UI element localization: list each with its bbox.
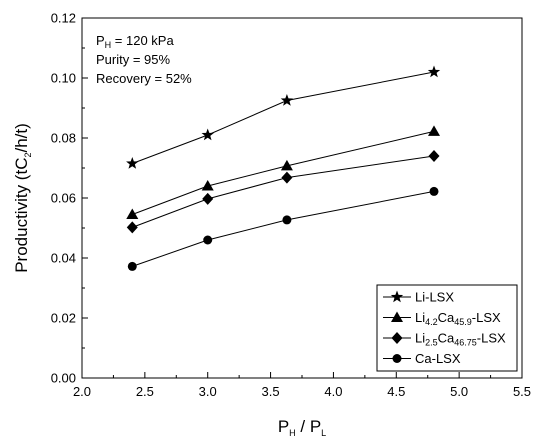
- y-tick-label: 0.08: [51, 131, 76, 146]
- axis-ticks: 2.0 2.5 3.0 3.5 4.0 4.5 5.0 5.5 0.00 0.02 0.04 0.06…: [51, 11, 531, 400]
- series-line: [132, 130, 435, 215]
- legend: Li-LSX Li4.2Ca45.9-LSX Li2.5Ca46.75-LSX Ca-…: [376, 284, 518, 372]
- x-tick-label: 5.0: [450, 384, 468, 399]
- data-point: [201, 128, 214, 141]
- y-tick-label: 0.00: [51, 371, 76, 386]
- x-tick-label: 3.0: [199, 384, 217, 399]
- series-layer: [126, 65, 441, 271]
- legend-label: Li-LSX: [415, 290, 454, 305]
- data-point: [203, 235, 213, 245]
- x-tick-label: 3.5: [262, 384, 280, 399]
- series-star: [126, 65, 441, 169]
- series-line: [132, 190, 435, 267]
- legend-label: Li4.2Ca45.9-LSX: [415, 310, 501, 327]
- y-tick-label: 0.06: [51, 191, 76, 206]
- annotation-purity: Purity = 95%: [96, 52, 171, 67]
- x-tick-label: 5.5: [513, 384, 531, 399]
- data-point: [126, 157, 139, 169]
- y-axis-title: Productivity (tC2/h/t): [12, 123, 33, 273]
- x-tick-label: 2.5: [136, 384, 154, 399]
- data-point: [280, 159, 293, 171]
- data-point: [282, 215, 292, 225]
- x-tick-label: 4.5: [387, 384, 405, 399]
- data-point: [201, 180, 214, 191]
- data-point: [428, 150, 440, 162]
- data-point: [429, 186, 439, 196]
- data-point: [280, 94, 294, 106]
- annotation-recovery: Recovery = 52%: [96, 71, 192, 86]
- legend-item: Li4.2Ca45.9-LSX: [383, 310, 501, 327]
- y-tick-label: 0.12: [51, 11, 76, 26]
- y-tick-label: 0.04: [51, 251, 76, 266]
- data-point: [281, 171, 293, 184]
- legend-item: Li-LSX: [383, 290, 454, 305]
- x-axis-title: PH / PL: [278, 417, 326, 438]
- y-tick-label: 0.10: [51, 71, 76, 86]
- x-tick-label: 4.0: [324, 384, 342, 399]
- data-point: [126, 208, 139, 219]
- legend-marker: [392, 354, 402, 363]
- y-tick-label: 0.02: [51, 311, 76, 326]
- x-tick-label: 2.0: [73, 384, 91, 399]
- data-point: [127, 261, 137, 271]
- legend-item: Ca-LSX: [383, 351, 461, 366]
- legend-marker: [391, 332, 403, 344]
- series-line: [132, 71, 435, 164]
- series-line: [132, 155, 435, 228]
- series-triangle: [126, 125, 440, 219]
- data-point: [126, 221, 138, 234]
- legend-marker: [390, 290, 404, 303]
- legend-item: Li2.5Ca46.75-LSX: [383, 331, 506, 348]
- data-point: [202, 192, 214, 205]
- data-point: [427, 65, 441, 78]
- legend-label: Ca-LSX: [415, 351, 461, 366]
- series-diamond: [126, 150, 440, 234]
- legend-marker: [391, 311, 403, 322]
- annotation-pressure: PH = 120 kPa: [96, 33, 174, 50]
- series-circle: [127, 186, 439, 271]
- legend-label: Li2.5Ca46.75-LSX: [415, 331, 506, 348]
- data-point: [428, 125, 440, 136]
